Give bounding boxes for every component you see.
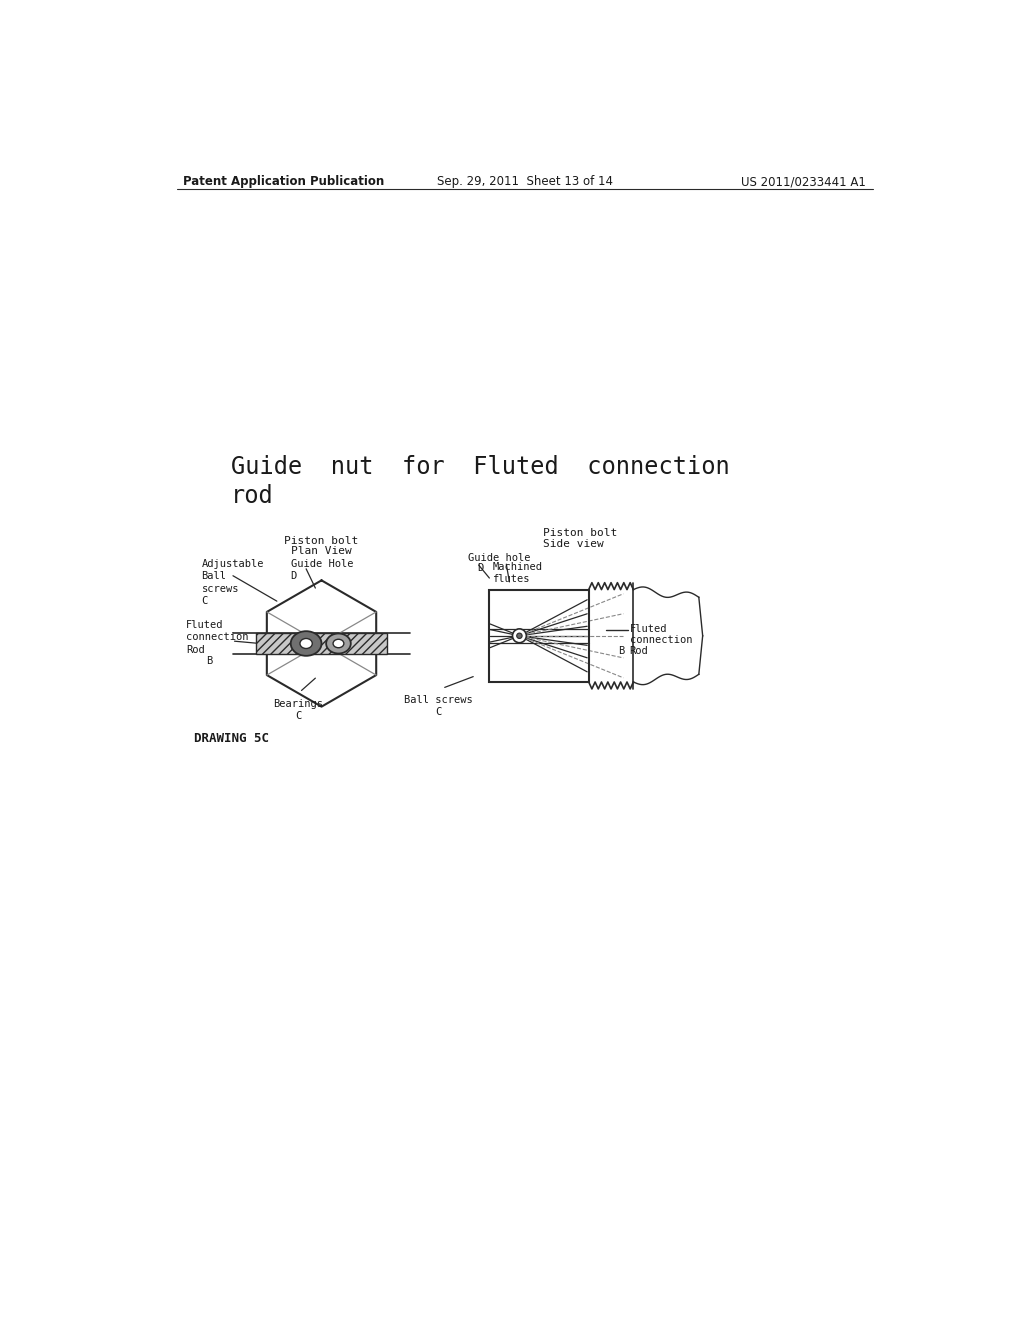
Text: D: D <box>477 564 483 573</box>
Text: Guide  nut  for  Fluted  connection: Guide nut for Fluted connection <box>230 455 729 479</box>
Text: Piston bolt: Piston bolt <box>543 528 616 539</box>
Text: Fluted
connection
Rod: Fluted connection Rod <box>186 620 249 655</box>
Circle shape <box>512 628 526 643</box>
Text: Guide hole: Guide hole <box>468 553 530 562</box>
Text: Piston bolt: Piston bolt <box>285 536 358 545</box>
Text: B: B <box>206 656 212 665</box>
Text: Side view: Side view <box>543 539 603 549</box>
Text: connection: connection <box>630 635 692 645</box>
Text: Sep. 29, 2011  Sheet 13 of 14: Sep. 29, 2011 Sheet 13 of 14 <box>437 176 612 189</box>
Text: Plan View: Plan View <box>291 546 352 557</box>
Text: US 2011/0233441 A1: US 2011/0233441 A1 <box>741 176 866 189</box>
Ellipse shape <box>333 639 344 648</box>
Text: DRAWING 5C: DRAWING 5C <box>194 733 268 744</box>
Text: Ball screws
C: Ball screws C <box>404 696 473 718</box>
Text: rod: rod <box>230 484 273 508</box>
Bar <box>488 590 589 682</box>
Ellipse shape <box>291 631 322 656</box>
Text: Bearings
C: Bearings C <box>273 700 324 721</box>
Text: Patent Application Publication: Patent Application Publication <box>183 176 384 189</box>
Polygon shape <box>256 632 387 655</box>
Text: Rod: Rod <box>630 645 648 656</box>
Text: Machined
flutes: Machined flutes <box>493 562 543 585</box>
Text: Adjustable
Ball
screws
C: Adjustable Ball screws C <box>202 558 264 606</box>
Text: Fluted: Fluted <box>630 624 667 634</box>
Text: Guide Hole
D: Guide Hole D <box>291 558 353 581</box>
Circle shape <box>517 634 522 639</box>
Text: B: B <box>617 645 625 656</box>
Ellipse shape <box>300 639 312 648</box>
Ellipse shape <box>326 634 351 653</box>
